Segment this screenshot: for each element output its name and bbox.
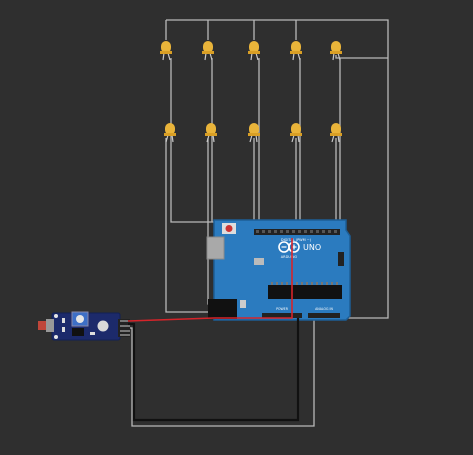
led[interactable] (160, 41, 172, 61)
led[interactable] (290, 41, 302, 61)
led[interactable] (202, 41, 214, 61)
digital-header-label: DIGITAL (PWM ~) (281, 238, 312, 242)
board-model-label: UNO (303, 243, 321, 252)
led[interactable] (330, 41, 342, 61)
digital-header (254, 229, 340, 235)
usb-port (206, 236, 225, 260)
led[interactable] (205, 123, 217, 143)
atmega-chip (268, 285, 342, 299)
analog-header-label: ANALOG IN (315, 307, 333, 311)
power-header (262, 313, 302, 318)
led-row-top (160, 41, 342, 61)
led[interactable] (248, 41, 260, 61)
signal-wire[interactable] (127, 238, 293, 322)
arduino-uno-board[interactable]: DIGITAL (PWM ~) UNO ARDUINO (206, 219, 351, 321)
analog-header (308, 313, 340, 318)
led[interactable] (248, 123, 260, 143)
led-row-bottom (164, 123, 342, 143)
power-jack (208, 299, 237, 319)
board-brand-label: ARDUINO (281, 255, 298, 259)
led[interactable] (164, 123, 176, 143)
led[interactable] (290, 123, 302, 143)
power-header-label: POWER (276, 307, 289, 311)
sensor-module[interactable] (38, 311, 130, 341)
led[interactable] (330, 123, 342, 143)
ground-wire[interactable] (128, 318, 300, 422)
